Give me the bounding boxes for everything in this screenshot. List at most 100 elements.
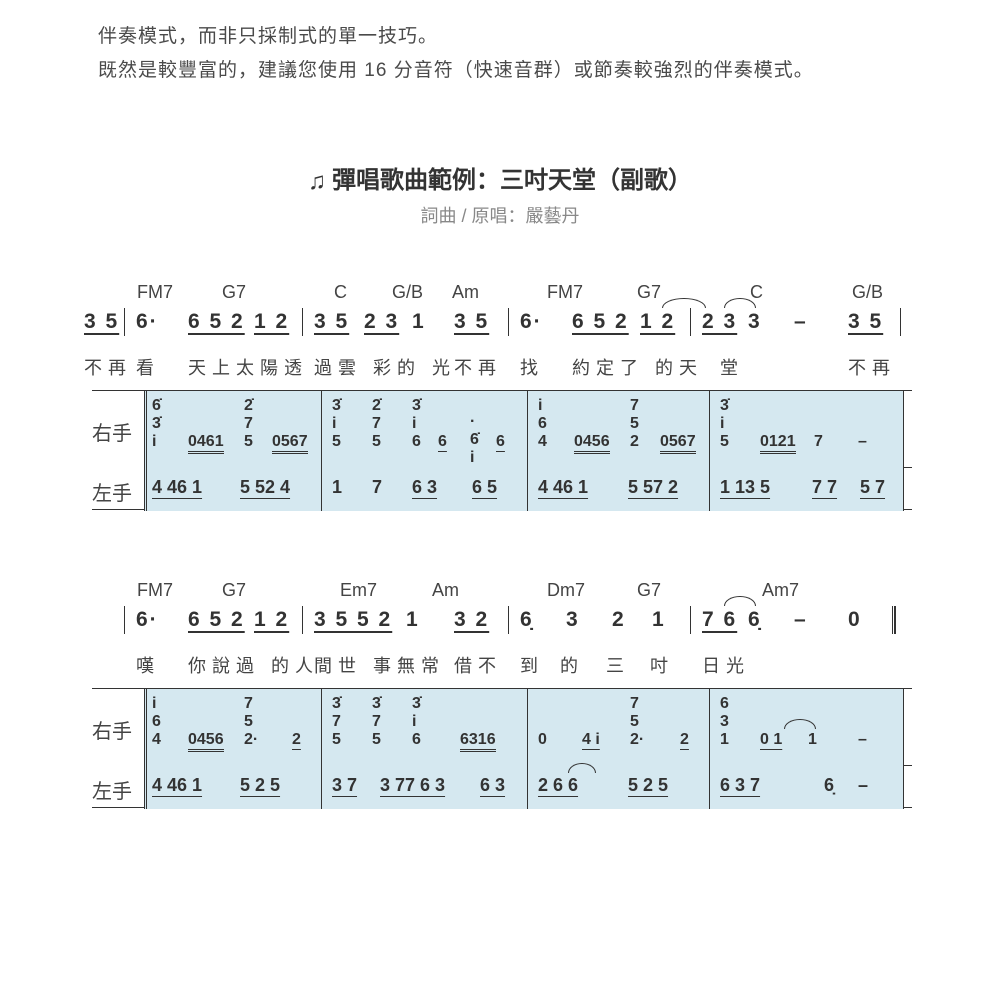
lyric: 吋 [650, 652, 674, 678]
lh-note: 3 7 [332, 775, 357, 795]
lyric: 天上太陽透 [188, 354, 308, 380]
melody-note: 2 [612, 608, 626, 632]
right-hand-area-1: 6̇ 3̇ i04612̇ 7 505673̇ i 52̇ 7 53̇ i 66… [144, 391, 912, 467]
barline [690, 308, 691, 336]
subtitle: 詞曲 / 原唱：嚴藝丹 [0, 202, 1000, 228]
melody-note: 6· [520, 310, 543, 334]
chord-label: C [334, 282, 347, 303]
lh-note: 2 6 6 [538, 775, 578, 795]
rh-note: 6316 [460, 731, 496, 749]
melody-note: 3 5 [314, 310, 349, 334]
melody-note: 3 5 [454, 310, 489, 334]
melody-note: 6 5 2 [188, 608, 245, 632]
lyric: 借不 [454, 652, 502, 678]
rh-note: 2̇ 7 5 [372, 397, 381, 451]
melody-note: 7 6 [702, 608, 737, 632]
double-barline [892, 606, 896, 634]
lyric-row-2: 嘆你說過 的人間世 事無常借不到的三吋日光 [92, 652, 912, 688]
rh-note: 6 [496, 433, 505, 451]
chord-label: FM7 [547, 282, 583, 303]
music-note-icon: ♫ [308, 168, 326, 196]
title: 彈唱歌曲範例：三吋天堂（副歌） [332, 167, 692, 194]
lh-note: 3 77 6 3 [380, 775, 445, 795]
measure-cell [710, 391, 904, 467]
rh-note: 4 i [582, 731, 600, 749]
melody-note: 2 3 [702, 310, 737, 334]
barline [508, 308, 509, 336]
lh-note: – [858, 775, 868, 795]
right-hand-area-2: i 6 404567 5 2·23̇ 7 53̇ 7 53̇ i 6631604… [144, 689, 912, 765]
melody-note: 6 5 2 [572, 310, 629, 334]
rh-note: 7 5 2· [630, 695, 644, 749]
rh-note: – [858, 433, 867, 451]
chord-label: Am [432, 580, 459, 601]
intro-line1: 伴奏模式，而非只採制式的單一技巧。 [98, 20, 814, 54]
melody-note: 2 3 [364, 310, 399, 334]
chord-label: G7 [637, 282, 661, 303]
melody-note: 3 [748, 310, 762, 334]
barline [508, 606, 509, 634]
rh-note: 0461 [188, 433, 224, 451]
melody-note: 1 2 [254, 310, 289, 334]
hands-block-2: 右手 i 6 404567 5 2·23̇ 7 53̇ 7 53̇ i 6631… [92, 688, 912, 808]
chord-label: C [750, 282, 763, 303]
chord-label: G/B [852, 282, 883, 303]
melody-note: 3 2 [454, 608, 489, 632]
rh-note: 3̇ i 6 [412, 397, 421, 451]
measure-cell [322, 689, 528, 765]
lyric: 不再 [454, 354, 502, 380]
lyric: 到 [520, 652, 544, 678]
rh-note: 2 [292, 731, 301, 749]
chord-label: G/B [392, 282, 423, 303]
lyric: 不再 [848, 354, 896, 380]
lh-note: 4 46 1 [538, 477, 588, 497]
rh-note: 7 [814, 433, 823, 451]
rh-note: 0567 [660, 433, 696, 451]
chord-row-1: FM7G7CG/BAmFM7G7CG/B [92, 282, 912, 310]
rh-note: 3̇ 7 5 [372, 695, 381, 749]
rh-note: 6 3 1 [720, 695, 729, 749]
rh-note: 2 [680, 731, 689, 749]
right-hand-label: 右手 [92, 715, 144, 744]
melody-note: 1 [412, 310, 426, 334]
melody-row-2: 6·6 5 21 23 5 5 213 26̣3217 66̣–0 [92, 608, 912, 652]
lh-note: 6 3 [412, 477, 437, 497]
rh-note: i 6 4 [538, 397, 547, 451]
left-hand-area-1: 4 46 15 52 4176 36 54 46 15 57 21 13 57 … [144, 467, 912, 511]
melody-note: 6 5 2 [188, 310, 245, 334]
lh-note: 5 2 5 [628, 775, 668, 795]
rh-note: 0 [538, 731, 547, 749]
chord-label: G7 [222, 282, 246, 303]
lyric: 的 [560, 652, 584, 678]
rh-note: 6 [438, 433, 447, 451]
chord-label: FM7 [137, 580, 173, 601]
chord-label: Am [452, 282, 479, 303]
melody-row-1: 3 56·6 5 21 23 52 313 56·6 5 21 22 33–3 … [92, 310, 912, 354]
rh-note: · 6̇ i [470, 413, 479, 467]
barline [302, 606, 303, 634]
chord-label: G7 [222, 580, 246, 601]
chord-label: Em7 [340, 580, 377, 601]
lyric: 堂 [720, 354, 744, 380]
melody-note: – [794, 608, 808, 632]
lyric-row-1: 不再看天上太陽透過雲 彩的 光不再找約定了 的天堂不再 [92, 354, 912, 390]
left-hand-label: 左手 [92, 775, 144, 804]
lh-note: 7 7 [812, 477, 837, 497]
lh-note: 6̣ [824, 775, 834, 795]
lyric: 嘆 [136, 652, 160, 678]
melody-note: 6̣ [520, 608, 534, 632]
left-hand-label: 左手 [92, 477, 144, 506]
rh-note: 3̇ i 6 [412, 695, 421, 749]
left-hand-area-2: 4 46 15 2 53 73 77 6 36 32 6 65 2 56 3 7… [144, 765, 912, 809]
lyric: 過雲 彩的 光 [314, 354, 456, 380]
lyric: 不再 [84, 354, 132, 380]
melody-note: 3 5 [84, 310, 119, 334]
intro-text: 伴奏模式，而非只採制式的單一技巧。 既然是較豐富的，建議您使用 16 分音符（快… [98, 20, 814, 88]
rh-note: 7 5 2 [630, 397, 639, 451]
lyric: 約定了 的天 [572, 354, 703, 380]
lyric: 三 [606, 652, 630, 678]
rh-note: 3̇ i 5 [720, 397, 729, 451]
melody-note: 3 5 5 2 [314, 608, 392, 632]
measure-cell [322, 391, 528, 467]
barline [690, 606, 691, 634]
